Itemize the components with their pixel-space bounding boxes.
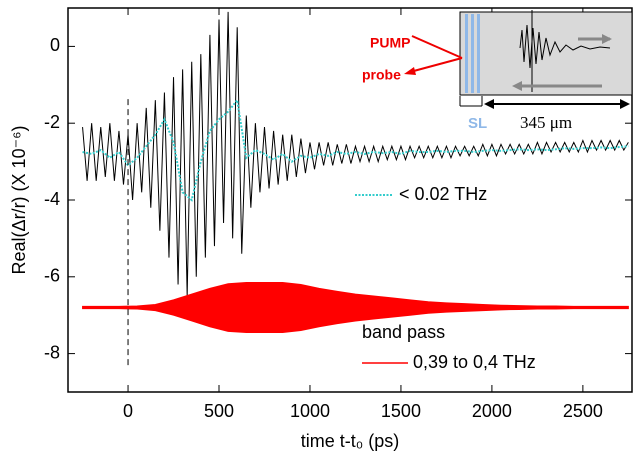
x-tick-label: 500 xyxy=(204,401,234,421)
pump-label: PUMP xyxy=(370,35,410,51)
probe-label: probe xyxy=(362,67,401,83)
y-tick-label: -6 xyxy=(44,266,60,286)
pump-line xyxy=(411,35,463,59)
inset: PUMP probe SL 345 μm xyxy=(362,10,633,132)
series-line xyxy=(82,11,629,297)
probe-line xyxy=(409,57,463,73)
inset-arrow xyxy=(602,34,612,44)
y-tick-label: -2 xyxy=(44,112,60,132)
sl-stripe xyxy=(477,14,480,93)
x-tick-label: 2000 xyxy=(472,401,512,421)
x-tick-label: 2500 xyxy=(563,401,603,421)
legend-label: < 0.02 THz xyxy=(399,184,487,204)
sl-stripe xyxy=(471,14,474,93)
inset-box xyxy=(459,11,633,96)
inset-arrow xyxy=(512,81,522,91)
y-axis-label: Real(Δr/r) (X 10⁻⁶) xyxy=(9,126,29,275)
y-tick-label: -4 xyxy=(44,189,60,209)
x-tick-label: 1000 xyxy=(290,401,330,421)
series-line xyxy=(82,97,629,202)
y-tick-label: 0 xyxy=(50,35,60,55)
x-axis-label: time t-t₀ (ps) xyxy=(301,431,399,451)
x-tick-label: 1500 xyxy=(381,401,421,421)
sl-stripe xyxy=(465,14,468,93)
band-area xyxy=(82,282,629,333)
probe-arrowhead xyxy=(404,67,416,75)
legend-label: 0,39 to 0,4 THz xyxy=(413,352,536,372)
length-label: 345 μm xyxy=(520,113,572,132)
x-tick-label: 0 xyxy=(123,401,133,421)
sl-label: SL xyxy=(468,115,487,132)
y-tick-label: -8 xyxy=(44,342,60,362)
legend-note: band pass xyxy=(362,322,445,342)
inset-wave xyxy=(519,24,611,69)
